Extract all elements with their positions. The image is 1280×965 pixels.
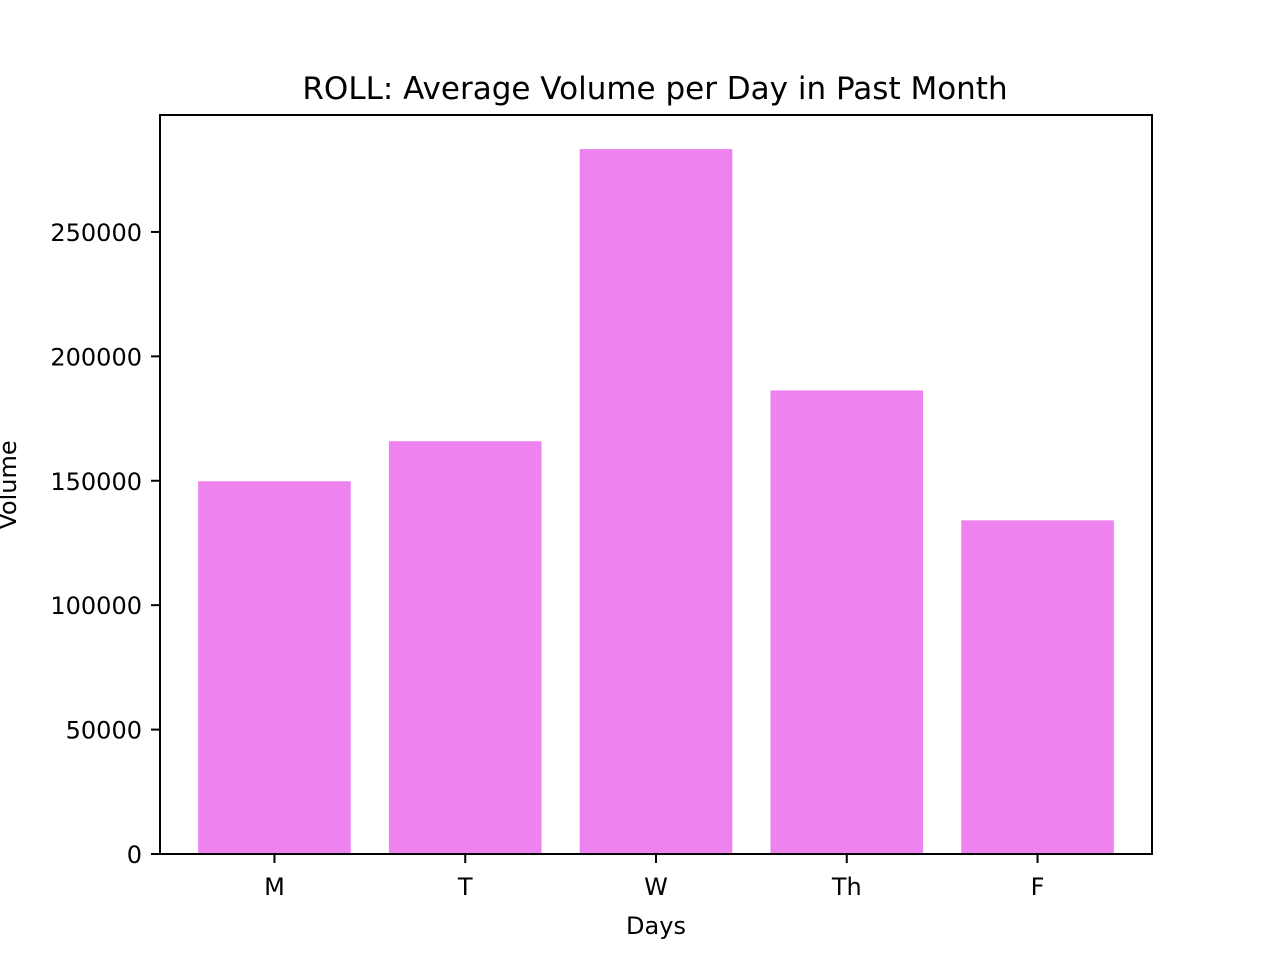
y-axis-label: Volume [0,440,22,529]
y-tick-label: 100000 [50,592,142,620]
bar-th [770,390,924,854]
y-tick-label: 250000 [50,219,142,247]
bars-group [198,149,1114,855]
x-axis-label: Days [626,912,686,940]
y-tick-label: 0 [127,841,142,869]
bar-m [198,481,351,854]
y-tick-label: 150000 [50,468,142,496]
x-tick-label: M [264,873,285,901]
x-axis-ticks: M T W Th F [264,854,1044,901]
chart-title: ROLL: Average Volume per Day in Past Mon… [302,71,1007,107]
x-tick-label: T [457,873,473,901]
y-axis-ticks: 0 50000 100000 150000 200000 250000 [50,219,160,869]
x-tick-label: W [644,873,668,901]
bar-f [961,520,1114,854]
bar-t [388,441,542,854]
bar-w [579,149,733,855]
x-tick-label: Th [831,873,862,901]
y-tick-label: 200000 [50,343,142,371]
y-tick-label: 50000 [66,717,142,745]
x-tick-label: F [1031,873,1045,901]
